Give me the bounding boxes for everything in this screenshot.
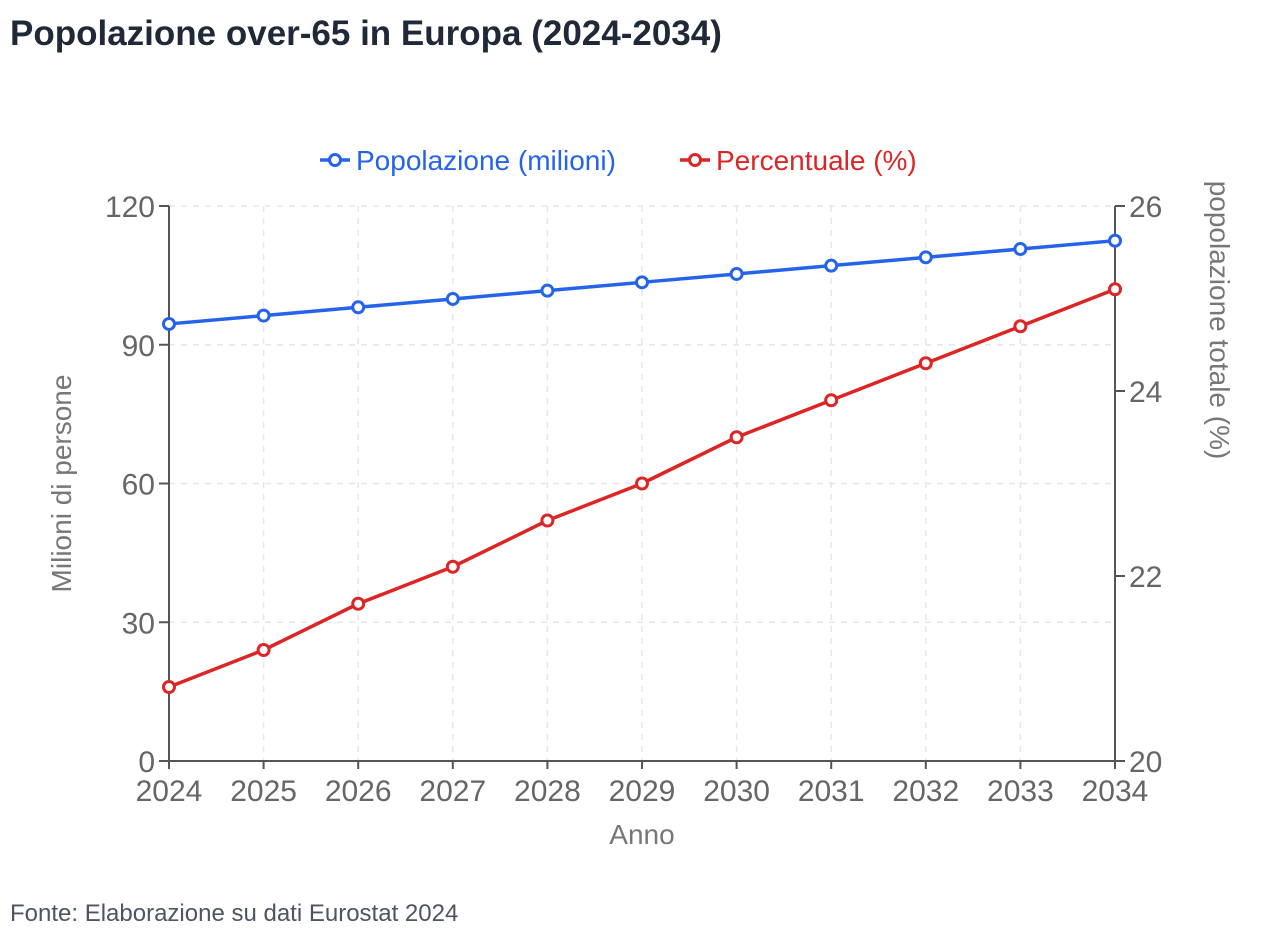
- data-point-series-2: [1108, 282, 1122, 297]
- data-point-series-2: [256, 643, 271, 657]
- x-tick-label: 2031: [798, 775, 865, 808]
- y-left-tick-label: 0: [138, 746, 155, 779]
- data-point-series-2: [635, 476, 649, 491]
- data-point-series-1: [351, 300, 366, 315]
- data-point-series-2: [918, 356, 933, 371]
- legend-label: Percentuale (%): [716, 145, 917, 176]
- legend-label: Popolazione (milioni): [356, 145, 616, 176]
- y-left-tick-label: 120: [105, 191, 155, 224]
- data-point-series-1: [729, 266, 744, 281]
- data-point-series-1: [1013, 242, 1028, 257]
- data-point-series-2: [351, 596, 366, 611]
- data-point-series-1: [918, 250, 933, 265]
- x-tick-label: 2027: [419, 775, 486, 808]
- y-right-tick-label: 24: [1129, 376, 1162, 409]
- x-tick-label: 2028: [514, 775, 581, 808]
- legend-item-1: Popolazione (milioni): [320, 145, 616, 176]
- data-point-series-1: [635, 275, 649, 290]
- y-right-tick-label: 26: [1129, 191, 1162, 224]
- axes: 0 30 60 90 120 20 22 24 26 2024 2025 2026 2027 2028 20…: [46, 181, 1235, 850]
- data-point-series-1: [256, 308, 271, 323]
- legend-swatch-marker: [688, 153, 702, 167]
- x-tick-label: 2029: [609, 775, 676, 808]
- data-point-series-2: [540, 513, 555, 528]
- legend-swatch-marker: [328, 153, 342, 167]
- data-point-series-1: [162, 316, 176, 331]
- data-point-series-1: [540, 283, 555, 298]
- x-tick-label: 2030: [703, 775, 770, 808]
- y-axis-right-title: popolazione totale (%): [1204, 181, 1235, 460]
- x-axis-title: Anno: [609, 819, 674, 850]
- y-axis-left-title: Milioni di persone: [46, 375, 77, 593]
- y-left-tick-label: 90: [122, 330, 155, 363]
- data-point-series-2: [445, 559, 460, 574]
- legend-item-2: Percentuale (%): [680, 145, 917, 176]
- data-point-series-1: [824, 258, 839, 273]
- x-tick-label: 2034: [1082, 775, 1149, 808]
- y-left-tick-label: 30: [122, 607, 155, 640]
- data-point-series-1: [445, 291, 460, 306]
- series: [162, 233, 1122, 694]
- y-left-tick-label: 60: [122, 469, 155, 502]
- source-note: Fonte: Elaborazione su dati Eurostat 202…: [10, 900, 459, 927]
- x-tick-label: 2025: [230, 775, 297, 808]
- x-tick-label: 2033: [987, 775, 1054, 808]
- x-tick-label: 2026: [325, 775, 392, 808]
- y-right-tick-label: 20: [1129, 746, 1162, 779]
- y-right-tick-label: 22: [1129, 561, 1162, 594]
- x-tick-label: 2024: [136, 775, 203, 808]
- chart-title: Popolazione over-65 in Europa (2024-2034…: [10, 14, 722, 53]
- data-point-series-2: [729, 430, 744, 445]
- data-point-series-2: [1013, 319, 1028, 334]
- legend: Popolazione (milioni) Percentuale (%): [320, 145, 917, 176]
- data-point-series-2: [824, 393, 839, 408]
- data-point-series-2: [162, 680, 176, 694]
- data-point-series-1: [1108, 233, 1122, 248]
- x-tick-label: 2032: [892, 775, 959, 808]
